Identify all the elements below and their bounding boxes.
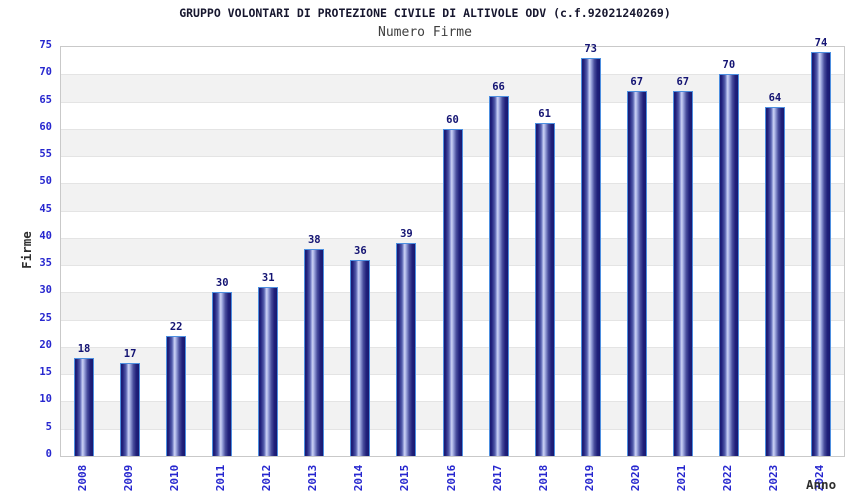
x-tick-label: 2020 (628, 464, 642, 492)
bar-value-label: 38 (307, 233, 321, 246)
x-tick-label: 2014 (352, 464, 366, 492)
bar-2009 (120, 363, 141, 456)
bar-value-label: 31 (261, 271, 275, 284)
y-tick-label: 50 (39, 175, 52, 188)
bar-2010 (166, 336, 187, 456)
bar-value-label: 22 (169, 321, 183, 334)
bar-2013 (304, 248, 325, 456)
x-tick-label: 2013 (306, 464, 320, 492)
y-tick-label: 65 (39, 93, 52, 106)
bar-2016 (442, 128, 463, 456)
bar-value-label: 36 (354, 244, 367, 257)
x-tick-label: 2011 (214, 464, 228, 492)
y-tick-label: 75 (39, 39, 52, 51)
x-tick-label: 2008 (76, 464, 90, 492)
bar-2019 (580, 57, 601, 456)
y-tick-label: 70 (39, 66, 52, 79)
y-tick-label: 40 (39, 229, 52, 242)
y-tick-label: 25 (39, 311, 52, 324)
grid-band (61, 74, 844, 102)
x-tick-label: 2023 (766, 464, 780, 492)
bar-value-label: 67 (676, 75, 690, 88)
y-tick-label: 15 (39, 366, 52, 379)
bar-value-label: 18 (77, 342, 91, 355)
bar-2015 (396, 243, 417, 456)
chart-title: GRUPPO VOLONTARI DI PROTEZIONE CIVILE DI… (179, 6, 671, 20)
bar-2011 (212, 292, 233, 456)
bar-2014 (350, 259, 371, 456)
bar-2022 (718, 74, 739, 456)
bar-2017 (488, 96, 509, 456)
bar-value-label: 30 (215, 277, 229, 290)
chart-subtitle: Numero Firme (378, 25, 472, 40)
bar-value-label: 70 (722, 59, 736, 72)
x-tick-label: 2019 (582, 464, 596, 492)
x-tick-label: 2012 (260, 464, 274, 492)
y-tick-label: 20 (39, 338, 52, 351)
bar-value-label: 66 (492, 81, 505, 94)
bar-value-label: 61 (538, 108, 551, 121)
bar-2012 (258, 286, 279, 456)
plot-area: 18 17 22 30 31 38 36 39 60 66 61 73 67 67 70 64 74 (60, 37, 845, 457)
bar-value-label: 74 (814, 37, 828, 50)
bar-2008 (74, 357, 95, 456)
x-axis-title: Anno (806, 477, 837, 492)
y-tick-label: 55 (39, 148, 52, 161)
grid-line (61, 74, 844, 76)
bar-value-label: 64 (768, 92, 782, 104)
x-tick-label: 2016 (444, 464, 458, 492)
y-tick-label: 30 (39, 284, 52, 297)
y-tick-label: 0 (45, 448, 52, 460)
x-tick-label: 2022 (720, 464, 734, 492)
bar-value-label: 39 (400, 228, 413, 241)
bar-value-label: 73 (584, 42, 597, 55)
bar-2018 (534, 123, 555, 456)
grid-line (61, 101, 844, 103)
bar-value-label: 17 (123, 348, 137, 361)
x-tick-label: 2010 (168, 464, 182, 492)
bar-value-label: 67 (630, 75, 644, 88)
x-tick-label: 2015 (398, 464, 412, 492)
y-tick-label: 5 (45, 420, 52, 433)
y-tick-label: 60 (39, 120, 52, 133)
x-tick-label: 2018 (536, 464, 550, 492)
x-tick-label: 2009 (122, 464, 136, 492)
bar-2021 (672, 90, 693, 456)
bar-value-label: 60 (446, 113, 459, 126)
y-tick-label: 45 (39, 202, 52, 215)
bar-2024 (810, 52, 831, 456)
bar-2023 (764, 107, 785, 456)
y-tick-label: 35 (39, 257, 52, 270)
bar-2020 (626, 90, 647, 456)
y-tick-label: 10 (39, 393, 52, 406)
x-tick-label: 2017 (490, 464, 504, 492)
x-tick-label: 2021 (674, 464, 688, 492)
